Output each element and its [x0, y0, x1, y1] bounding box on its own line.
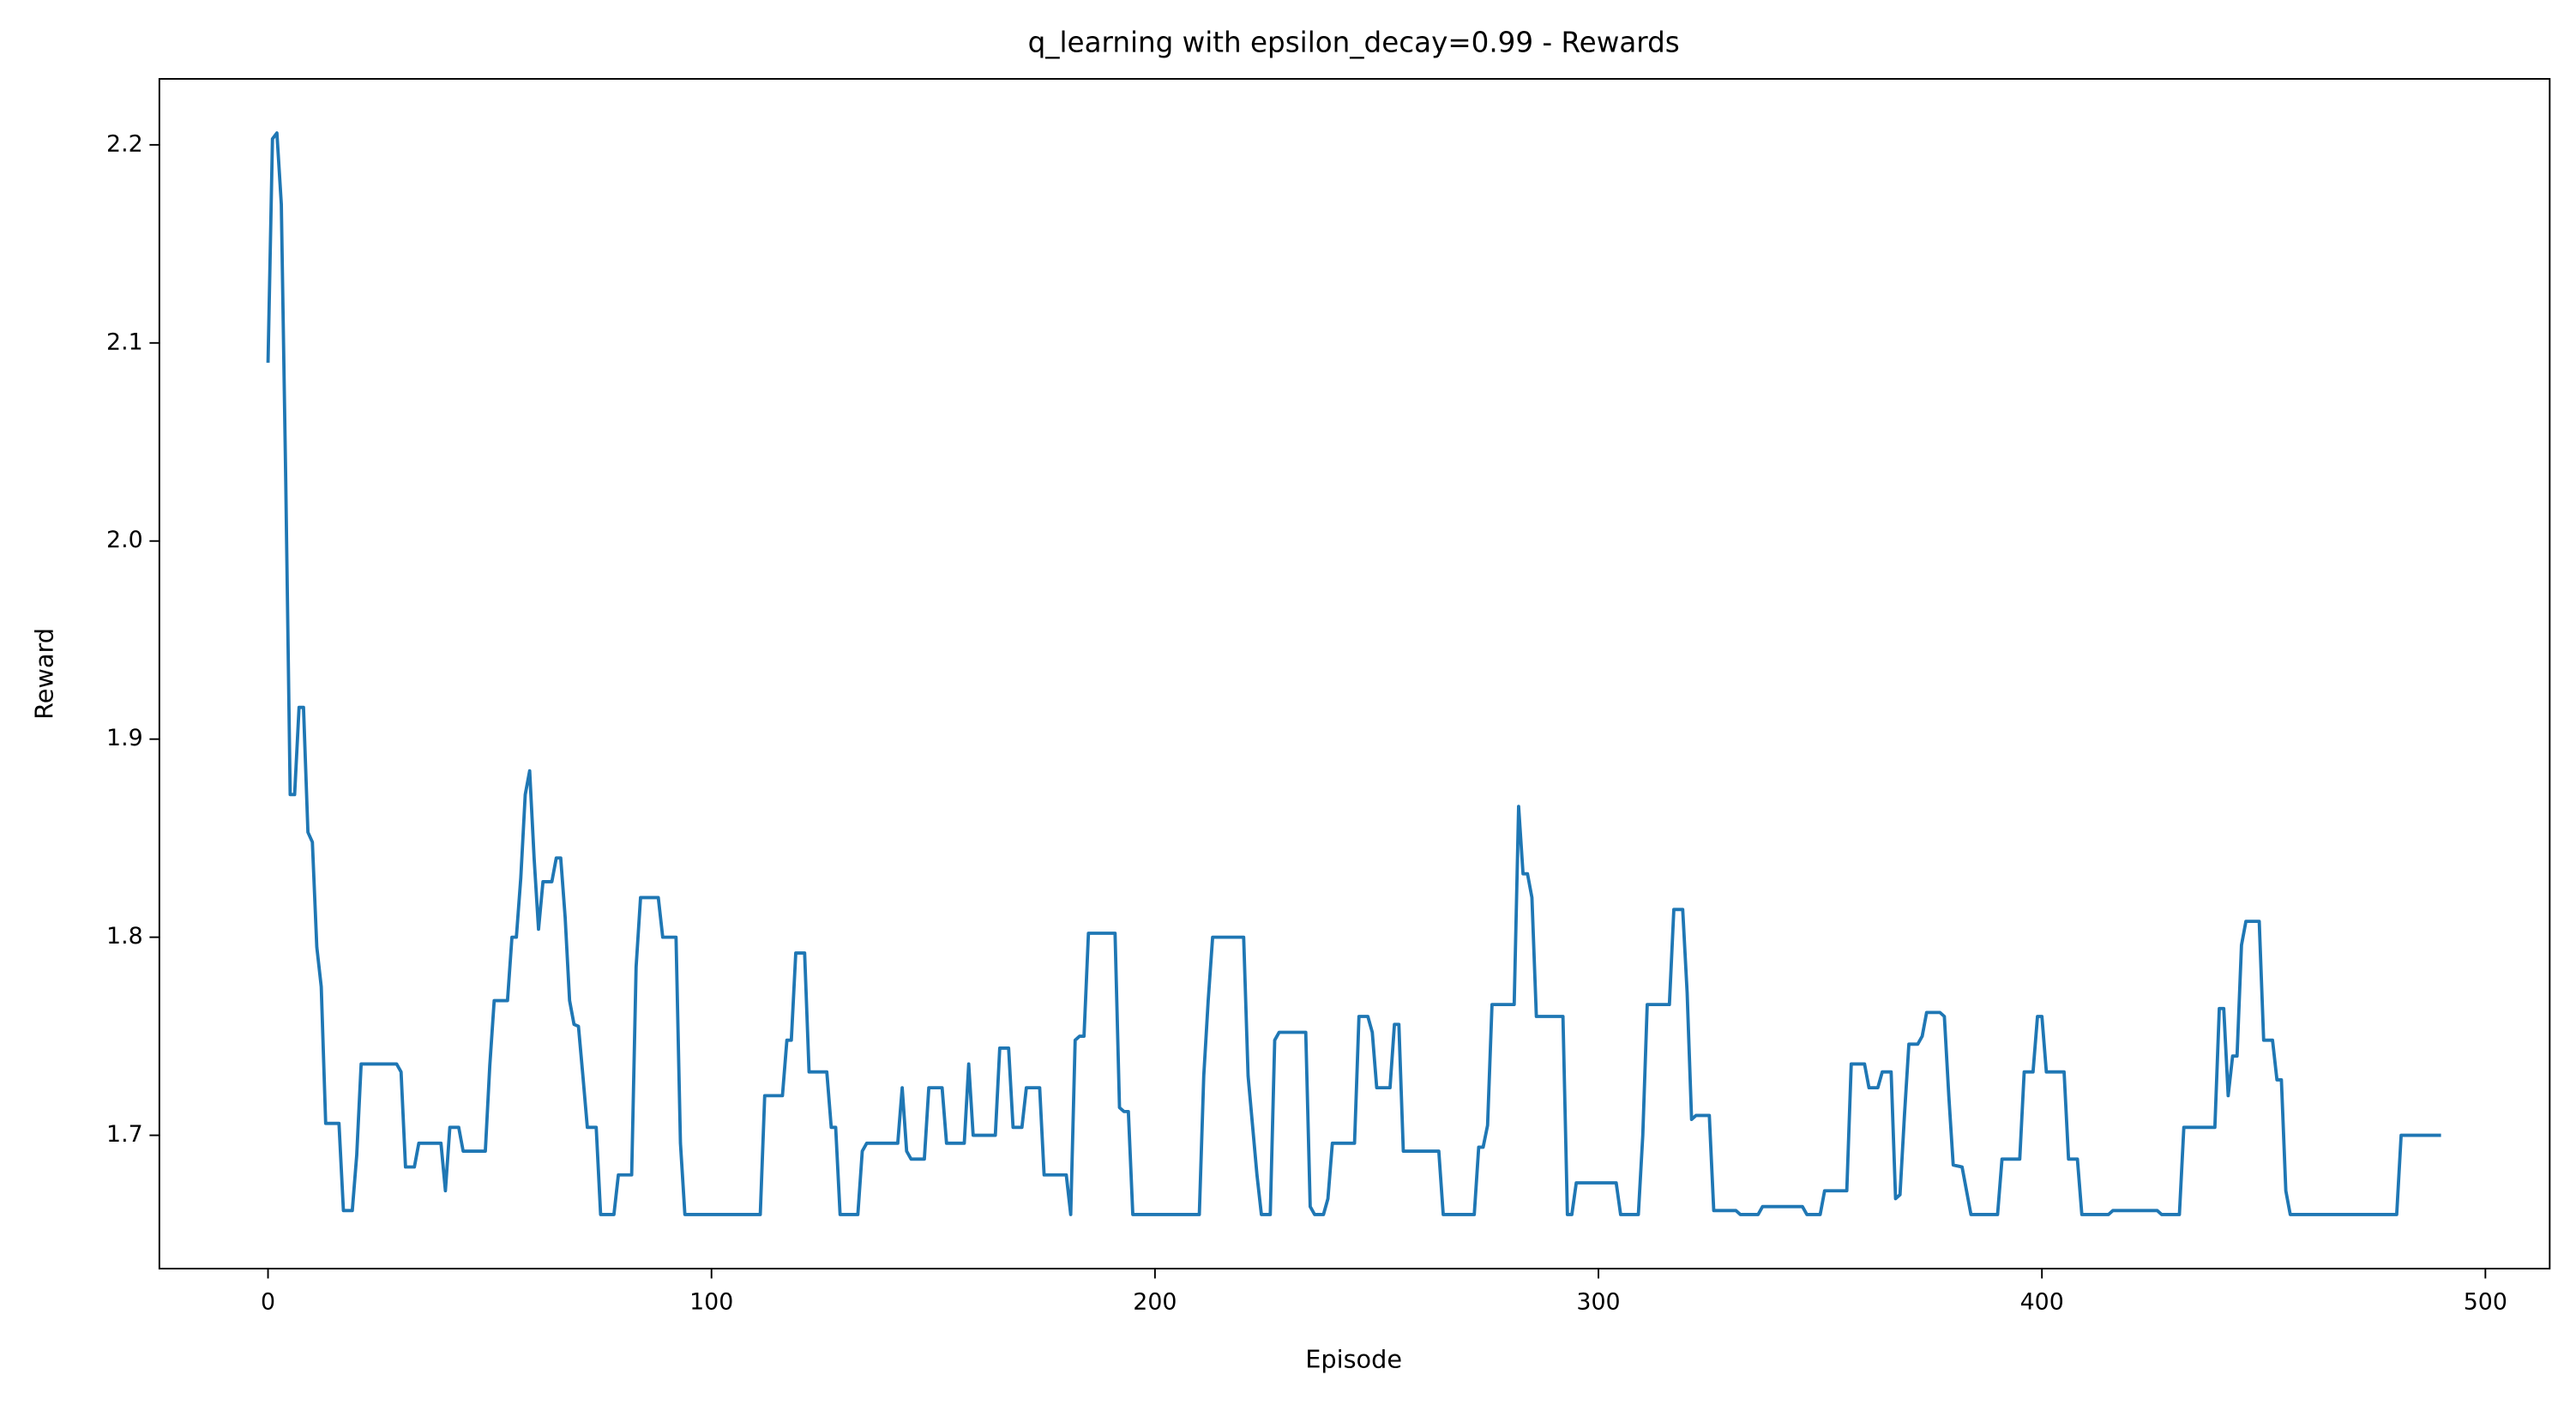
- y-tick-label: 1.8: [106, 923, 143, 950]
- y-axis-label: Reward: [30, 628, 59, 720]
- x-tick-label: 0: [261, 1289, 275, 1316]
- x-tick-label: 500: [2464, 1289, 2507, 1316]
- x-axis-label: Episode: [1305, 1344, 1402, 1373]
- y-tick-label: 2.0: [106, 527, 143, 553]
- x-tick-label: 100: [689, 1289, 733, 1316]
- x-tick-label: 400: [2020, 1289, 2064, 1316]
- y-tick-label: 1.7: [106, 1121, 143, 1148]
- x-tick-label: 300: [1576, 1289, 1620, 1316]
- chart-title: q_learning with epsilon_decay=0.99 - Rew…: [1028, 27, 1680, 59]
- y-tick-label: 2.2: [106, 130, 143, 157]
- y-tick-label: 2.1: [106, 329, 143, 355]
- x-tick-label: 200: [1133, 1289, 1177, 1316]
- plot-frame: [158, 77, 2551, 1269]
- y-tick-label: 1.9: [106, 725, 143, 751]
- line-series: [266, 131, 2441, 1216]
